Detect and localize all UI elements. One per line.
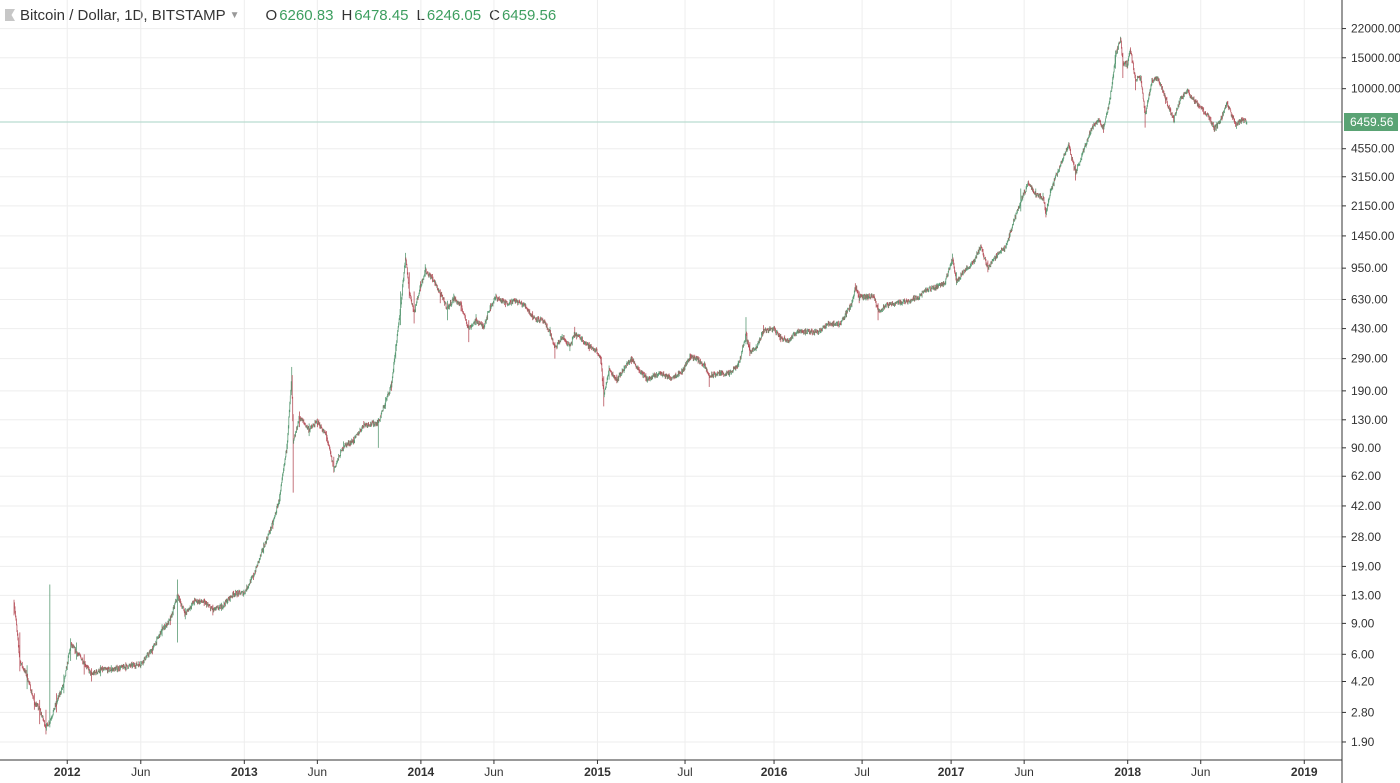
last-price-box (1344, 113, 1398, 132)
low-value: 6246.05 (426, 6, 482, 24)
time-tick-label: 2016 (761, 765, 788, 779)
last-price-label: 6459.56 (1350, 115, 1394, 129)
symbol-header: Bitcoin / Dollar, 1D, BITSTAMP ▼ O 6260.8… (4, 4, 556, 26)
price-axis[interactable]: 1.90 2.80 4.20 6.00 9.00 13.00 19.00 28.00 42.00… (1341, 0, 1400, 783)
grid (0, 0, 1342, 760)
price-tick-label: 1.90 (1351, 735, 1375, 749)
time-tick-label: Jun (308, 765, 327, 779)
price-tick-label: 4550.00 (1351, 142, 1395, 156)
time-tick-label: 2018 (1114, 765, 1141, 779)
price-tick-label: 62.00 (1351, 469, 1381, 483)
price-tick-label: 430.00 (1351, 322, 1388, 336)
price-tick-label: 22000.00 (1351, 22, 1400, 36)
time-tick-label: 2015 (584, 765, 611, 779)
time-tick-label: 2012 (54, 765, 81, 779)
time-tick-label: Jun (1014, 765, 1033, 779)
price-tick-label: 6.00 (1351, 647, 1375, 661)
close-label: C (489, 6, 500, 24)
price-tick-label: 4.20 (1351, 674, 1375, 688)
close-value: 6459.56 (501, 6, 557, 24)
price-tick-label: 10000.00 (1351, 82, 1400, 96)
time-tick-label: 2017 (938, 765, 965, 779)
price-tick-label: 190.00 (1351, 384, 1388, 398)
time-tick-label: 2019 (1291, 765, 1318, 779)
price-tick-label: 2.80 (1351, 705, 1375, 719)
price-tick-label: 13.00 (1351, 588, 1381, 602)
price-tick-label: 90.00 (1351, 441, 1381, 455)
time-tick-label: Jun (484, 765, 503, 779)
price-tick-label: 42.00 (1351, 499, 1381, 513)
time-tick-label: Jun (1191, 765, 1210, 779)
time-tick-label: Jul (854, 765, 869, 779)
price-tick-label: 950.00 (1351, 261, 1388, 275)
price-tick-label: 19.00 (1351, 559, 1381, 573)
symbol-title[interactable]: Bitcoin / Dollar, 1D, BITSTAMP (20, 6, 226, 24)
time-tick-label: Jun (131, 765, 150, 779)
price-tick-label: 3150.00 (1351, 170, 1395, 184)
price-tick-label: 130.00 (1351, 413, 1388, 427)
flag-icon[interactable] (4, 8, 16, 22)
price-tick-label: 290.00 (1351, 352, 1388, 366)
high-value: 6478.45 (354, 6, 409, 24)
candles (13, 36, 1248, 735)
price-tick-label: 630.00 (1351, 292, 1388, 306)
time-tick-label: Jul (677, 765, 692, 779)
time-tick-label: 2014 (408, 765, 435, 779)
open-value: 6260.83 (279, 6, 334, 24)
open-label: O (265, 6, 278, 24)
last-price-marker: 6459.56 (1344, 113, 1398, 132)
time-axis[interactable]: 2012 Jun 2013 Jun 2014 Jun 2015 Jul 2016 Jul 2017 J… (0, 759, 1342, 779)
price-tick-label: 9.00 (1351, 616, 1375, 630)
time-tick-label: 2013 (231, 765, 258, 779)
price-tick-label: 2150.00 (1351, 199, 1395, 213)
price-tick-label: 28.00 (1351, 530, 1381, 544)
chevron-down-icon[interactable]: ▼ (229, 9, 240, 21)
price-tick-label: 1450.00 (1351, 229, 1395, 243)
high-label: H (341, 6, 353, 24)
price-tick-label: 15000.00 (1351, 51, 1400, 65)
